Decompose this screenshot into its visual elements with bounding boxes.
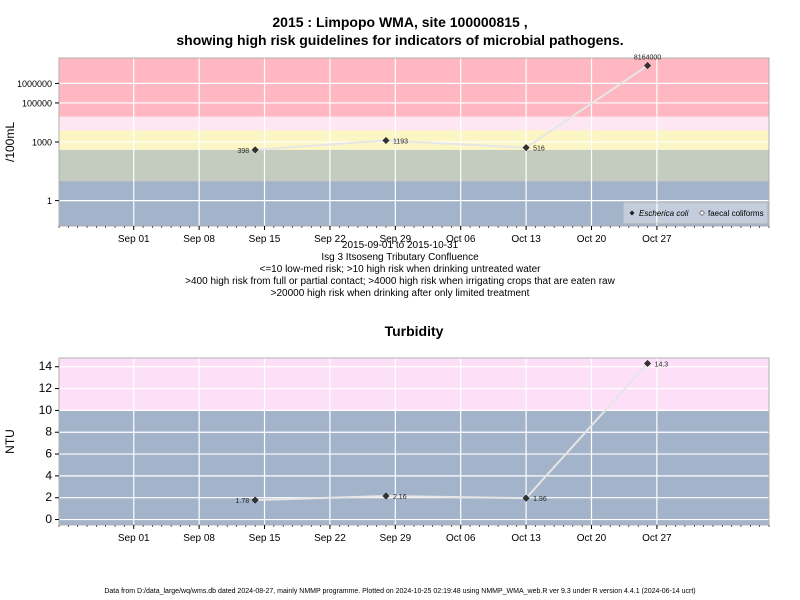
risk-band-0 bbox=[59, 410, 769, 525]
caption-line5: >20000 high risk when drinking after onl… bbox=[270, 288, 530, 299]
footer-note: Data from D:/data_large/wq/wms.db dated … bbox=[104, 588, 696, 595]
data-point-2 bbox=[522, 144, 530, 152]
y-tick-label-3: 1000000 bbox=[17, 79, 52, 89]
x-tick-label-6: Oct 13 bbox=[511, 234, 541, 245]
y-tick-label-3: 6 bbox=[45, 447, 52, 461]
y-tick-label-0: 1 bbox=[47, 196, 52, 206]
data-point-1 bbox=[382, 492, 390, 500]
data-label-0: 398 bbox=[237, 148, 249, 155]
y-tick-label-7: 14 bbox=[39, 359, 53, 373]
legend-box bbox=[623, 202, 768, 224]
data-label-3: 8164000 bbox=[634, 55, 661, 62]
caption-line1: 2015-09-01 to 2015-10-31 bbox=[341, 240, 459, 251]
y-tick-label-6: 12 bbox=[39, 381, 53, 395]
data-label-1: 2.16 bbox=[393, 494, 407, 501]
legend-label-ecoli: Escherica coli bbox=[639, 209, 689, 218]
chart-title-line1: 2015 : Limpopo WMA, site 100000815 , bbox=[272, 14, 528, 30]
y-axis-label: /100mL bbox=[3, 122, 17, 162]
y-tick-label-1: 1000 bbox=[32, 138, 52, 148]
legend-marker-faecal bbox=[699, 210, 705, 216]
microbial-chart: Sep 01 Sep 08 Sep 15 Sep 22 Sep 29 Oct 06 Oct … bbox=[3, 55, 770, 245]
x-tick-label-3: Sep 22 bbox=[314, 533, 346, 544]
caption-line3: <=10 low-med risk; >10 high risk when dr… bbox=[259, 264, 541, 275]
x-tick-label-2: Sep 15 bbox=[249, 234, 281, 245]
data-point-3 bbox=[643, 359, 652, 368]
x-tick-label-5: Oct 06 bbox=[446, 234, 476, 245]
data-label-1: 1193 bbox=[393, 139, 408, 146]
x-tick-label-5: Oct 06 bbox=[446, 533, 476, 544]
risk-band-2 bbox=[59, 130, 769, 150]
x-tick-label-1: Sep 08 bbox=[183, 533, 215, 544]
x-tick-label-0: Sep 01 bbox=[118, 533, 150, 544]
panel-title: Turbidity bbox=[385, 323, 444, 339]
y-tick-label-0: 0 bbox=[45, 512, 52, 526]
risk-band-4 bbox=[59, 58, 769, 117]
x-tick-label-8: Oct 27 bbox=[642, 533, 672, 544]
x-tick-label-1: Sep 08 bbox=[183, 234, 215, 245]
data-label-3: 14.3 bbox=[655, 361, 669, 368]
x-tick-label-4: Sep 29 bbox=[379, 533, 411, 544]
data-label-2: 1.96 bbox=[533, 496, 547, 503]
data-point-0 bbox=[251, 496, 259, 504]
x-tick-label-8: Oct 27 bbox=[642, 234, 672, 245]
caption-line4: >400 high risk from full or partial cont… bbox=[185, 276, 615, 287]
data-point-1 bbox=[382, 136, 390, 145]
y-tick-label-1: 2 bbox=[45, 490, 52, 504]
x-tick-label-2: Sep 15 bbox=[249, 533, 281, 544]
legend-label-faecal: faecal coliforms bbox=[708, 209, 764, 218]
x-tick-label-0: Sep 01 bbox=[118, 234, 150, 245]
y-tick-label-4: 8 bbox=[45, 425, 52, 439]
turbidity-chart: Turbidity Sep 01 Sep 08 Sep 15 Sep 22 Sep 29 O… bbox=[3, 323, 770, 544]
x-tick-label-7: Oct 20 bbox=[577, 234, 607, 245]
x-tick-label-6: Oct 13 bbox=[511, 533, 541, 544]
caption-line2: Isg 3 Itsoseng Tributary Confluence bbox=[321, 252, 479, 263]
series-line-0 bbox=[255, 362, 649, 502]
data-label-0: 1.78 bbox=[236, 498, 250, 505]
data-point-3 bbox=[643, 62, 652, 70]
y-tick-label-5: 10 bbox=[39, 403, 53, 417]
data-point-0 bbox=[251, 146, 259, 154]
y-tick-label-2: 100000 bbox=[22, 98, 52, 108]
data-point-2 bbox=[522, 494, 530, 502]
y-axis-label: NTU bbox=[3, 429, 17, 454]
data-label-2: 516 bbox=[533, 146, 545, 153]
risk-band-0 bbox=[59, 181, 769, 226]
y-tick-label-2: 4 bbox=[45, 468, 52, 482]
legend-marker-ecoli bbox=[629, 210, 635, 216]
chart-title-line2: showing high risk guidelines for indicat… bbox=[176, 32, 624, 48]
x-tick-label-4: Sep 29 bbox=[379, 234, 411, 245]
risk-band-3 bbox=[59, 116, 769, 131]
risk-band-1 bbox=[59, 149, 769, 182]
series-line-0 bbox=[255, 64, 649, 151]
x-tick-label-7: Oct 20 bbox=[577, 533, 607, 544]
x-tick-label-3: Sep 22 bbox=[314, 234, 346, 245]
